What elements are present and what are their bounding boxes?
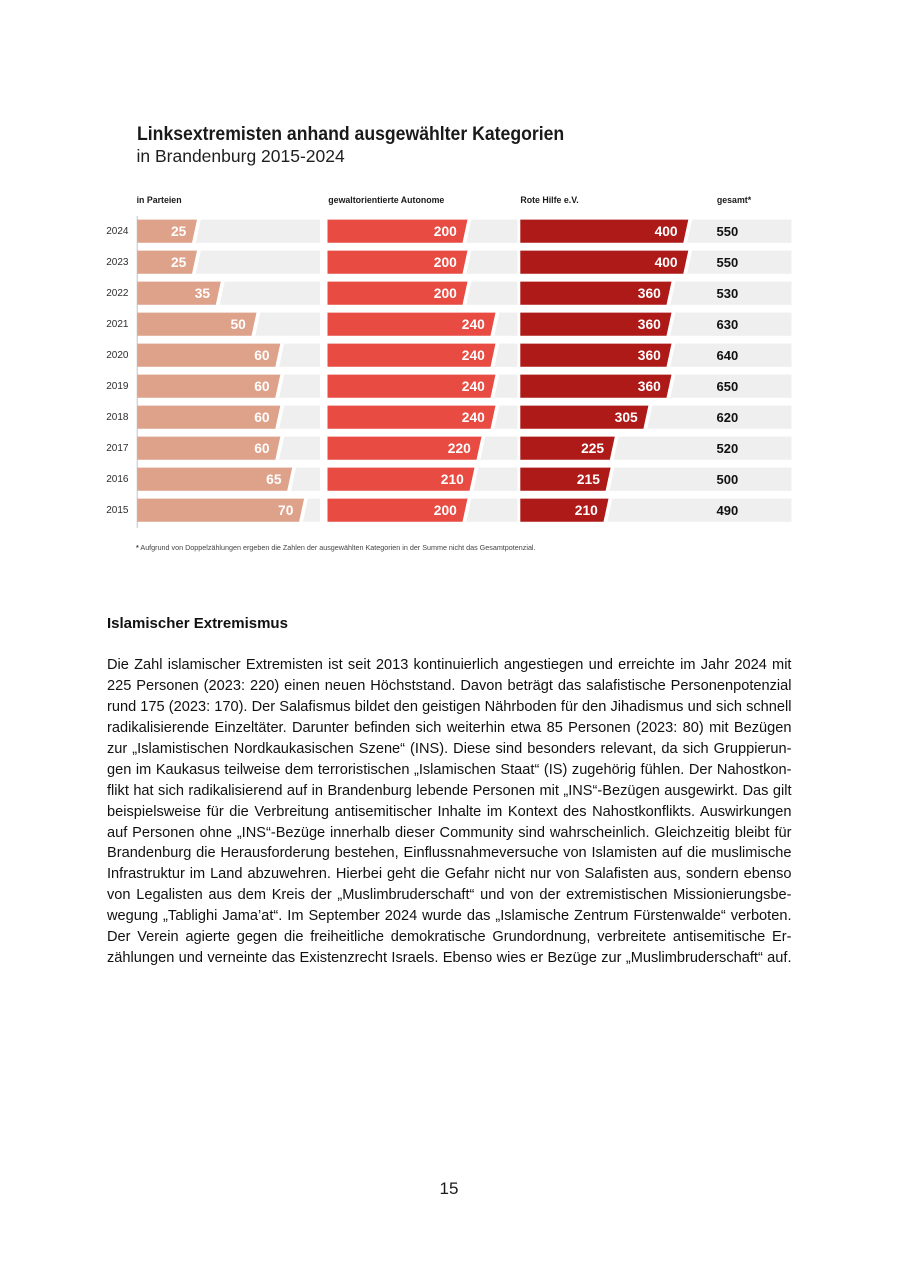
svg-text:490: 490	[717, 503, 739, 518]
svg-text:60: 60	[254, 379, 270, 394]
svg-text:70: 70	[278, 503, 294, 518]
svg-text:200: 200	[434, 503, 457, 518]
svg-text:50: 50	[230, 317, 246, 332]
svg-text:210: 210	[575, 503, 598, 518]
svg-text:550: 550	[717, 224, 739, 239]
svg-text:620: 620	[717, 410, 739, 425]
svg-text:200: 200	[434, 255, 457, 270]
svg-text:305: 305	[615, 410, 638, 425]
svg-text:gesamt*: gesamt*	[717, 195, 752, 205]
svg-text:550: 550	[717, 255, 739, 270]
svg-text:360: 360	[638, 348, 661, 363]
svg-text:35: 35	[195, 286, 211, 301]
svg-text:25: 25	[171, 255, 187, 270]
svg-text:240: 240	[462, 410, 485, 425]
svg-text:2024: 2024	[106, 226, 129, 237]
svg-text:200: 200	[434, 286, 457, 301]
svg-text:400: 400	[655, 224, 678, 239]
svg-text:215: 215	[577, 472, 600, 487]
svg-text:25: 25	[171, 224, 187, 239]
svg-text:2021: 2021	[106, 319, 129, 330]
svg-text:2019: 2019	[106, 381, 129, 392]
svg-text:360: 360	[638, 317, 661, 332]
svg-text:in Parteien: in Parteien	[137, 195, 182, 205]
svg-text:240: 240	[462, 379, 485, 394]
svg-text:60: 60	[254, 441, 270, 456]
svg-text:500: 500	[717, 472, 739, 487]
svg-text:2016: 2016	[106, 474, 129, 485]
svg-text:400: 400	[655, 255, 678, 270]
svg-text:2015: 2015	[106, 505, 129, 516]
svg-text:210: 210	[441, 472, 464, 487]
svg-text:360: 360	[638, 379, 661, 394]
svg-text:2020: 2020	[106, 350, 129, 361]
svg-text:360: 360	[638, 286, 661, 301]
svg-text:60: 60	[254, 348, 270, 363]
svg-text:Rote Hilfe e.V.: Rote Hilfe e.V.	[520, 195, 578, 205]
svg-text:2022: 2022	[106, 288, 129, 299]
svg-text:60: 60	[254, 410, 270, 425]
svg-text:220: 220	[448, 441, 471, 456]
svg-text:630: 630	[717, 317, 739, 332]
svg-text:2018: 2018	[106, 412, 129, 423]
svg-text:65: 65	[266, 472, 282, 487]
svg-text:240: 240	[462, 348, 485, 363]
svg-text:2023: 2023	[106, 257, 129, 268]
svg-text:640: 640	[717, 348, 739, 363]
svg-text:520: 520	[717, 441, 739, 456]
svg-text:gewaltorientierte Autonome: gewaltorientierte Autonome	[328, 195, 444, 205]
svg-text:650: 650	[717, 379, 739, 394]
svg-text:240: 240	[462, 317, 485, 332]
svg-text:530: 530	[717, 286, 739, 301]
svg-text:200: 200	[434, 224, 457, 239]
svg-text:2017: 2017	[106, 443, 129, 454]
svg-text:225: 225	[581, 441, 604, 456]
